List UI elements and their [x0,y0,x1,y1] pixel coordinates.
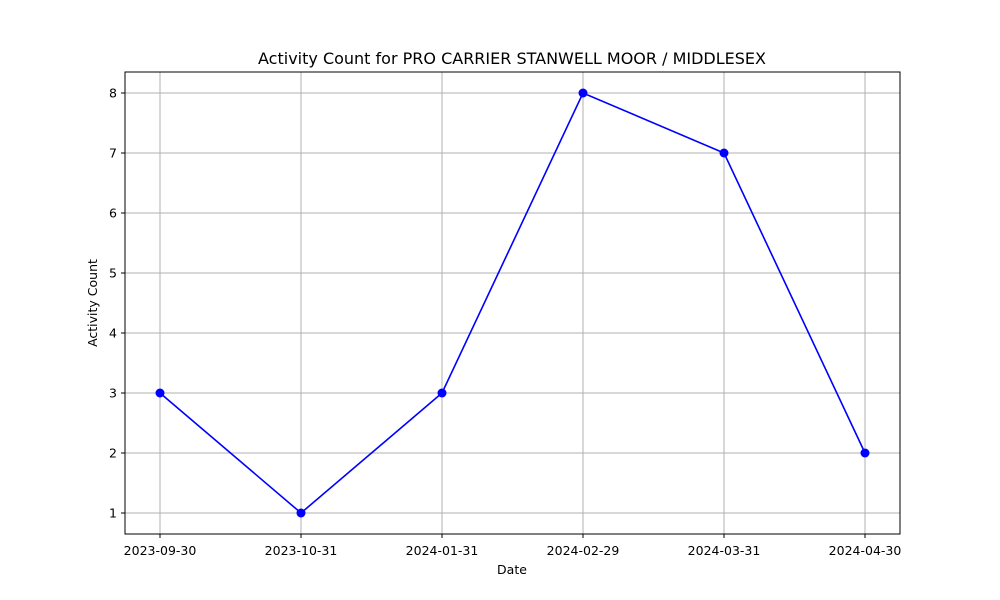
data-point [860,448,870,458]
y-tick-label: 8 [109,86,117,101]
x-tick-label: 2023-10-31 [265,543,338,558]
y-tick-label: 4 [109,326,117,341]
y-tick-label: 2 [109,446,117,461]
x-tick-label: 2024-02-29 [547,543,620,558]
x-tick-label: 2024-01-31 [406,543,479,558]
y-tick-label: 3 [109,386,117,401]
x-tick-label: 2024-03-31 [688,543,761,558]
y-axis-label: Activity Count [85,259,100,347]
series-line [159,91,866,515]
x-axis-label: Date [497,562,527,577]
data-point [296,508,306,518]
y-tick-label: 6 [109,206,117,221]
data-point [578,88,588,98]
chart-title: Activity Count for PRO CARRIER STANWELL … [258,49,766,68]
data-point [155,388,165,398]
y-tick-label: 5 [109,266,117,281]
y-tick-label: 1 [109,506,117,521]
data-point [719,148,729,158]
axis-ticks: 2023-09-30 2023-10-31 2024-01-31 2024-02-29… [109,86,901,559]
series [155,88,870,518]
y-tick-label: 7 [109,146,117,161]
plot-frame [124,71,901,535]
data-point [437,388,447,398]
x-tick-label: 2023-09-30 [124,543,197,558]
x-tick-label: 2024-04-30 [829,543,902,558]
grid [125,72,900,534]
